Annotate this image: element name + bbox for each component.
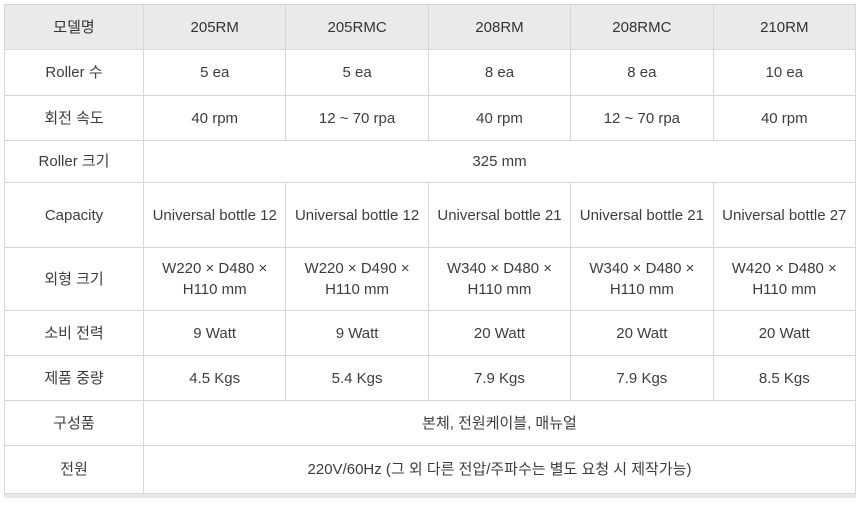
spec-cell: 10 ea [712, 49, 857, 96]
spec-cell: 8.5 Kgs [712, 355, 857, 401]
column-header-label: 모델명 [4, 4, 144, 50]
spec-cell-span: 220V/60Hz (그 외 다른 전압/주파수는 별도 요청 시 제작가능) [143, 445, 856, 494]
spec-table: 모델명 205RM 205RMC 208RM 208RMC 210RM Roll… [4, 4, 857, 494]
table-row-roller-size: Roller 크기 325 mm [4, 140, 856, 183]
spec-cell: 5 ea [142, 49, 287, 96]
spec-cell: 9 Watt [142, 310, 287, 356]
spec-cell: Universal bottle 21 [427, 182, 572, 248]
spec-cell: 8 ea [427, 49, 572, 96]
spec-cell: 20 Watt [712, 310, 857, 356]
header-row: 모델명 205RM 205RMC 208RM 208RMC 210RM [4, 4, 857, 50]
spec-cell: Universal bottle 12 [142, 182, 287, 248]
column-header-208rm: 208RM [427, 4, 572, 50]
spec-cell: 40 rpm [427, 95, 572, 141]
table-row-rotation-speed: 회전 속도 40 rpm 12 ~ 70 rpa 40 rpm 12 ~ 70 … [4, 95, 857, 141]
spec-cell: 20 Watt [570, 310, 714, 356]
table-row-components: 구성품 본체, 전원케이블, 매뉴얼 [4, 400, 856, 446]
spec-cell-span: 본체, 전원케이블, 매뉴얼 [143, 400, 856, 446]
spec-cell-span: 325 mm [143, 140, 856, 183]
spec-cell: 9 Watt [285, 310, 429, 356]
row-label: 구성품 [4, 400, 144, 446]
spec-cell: 7.9 Kgs [427, 355, 572, 401]
spec-cell: 5.4 Kgs [285, 355, 429, 401]
row-label: Roller 수 [4, 49, 144, 96]
column-header-205rmc: 205RMC [285, 4, 429, 50]
spec-cell: 40 rpm [142, 95, 287, 141]
row-label: Capacity [4, 182, 144, 248]
spec-cell: Universal bottle 27 [712, 182, 857, 248]
table-row-weight: 제품 중량 4.5 Kgs 5.4 Kgs 7.9 Kgs 7.9 Kgs 8.… [4, 355, 857, 401]
spec-cell: 40 rpm [712, 95, 857, 141]
spec-table-wrapper: 모델명 205RM 205RMC 208RM 208RMC 210RM Roll… [4, 4, 857, 498]
row-label: 제품 중량 [4, 355, 144, 401]
column-header-205rm: 205RM [142, 4, 287, 50]
spec-cell: 7.9 Kgs [570, 355, 714, 401]
table-row-roller-count: Roller 수 5 ea 5 ea 8 ea 8 ea 10 ea [4, 49, 857, 96]
spec-cell: 8 ea [570, 49, 714, 96]
column-header-208rmc: 208RMC [570, 4, 714, 50]
row-label: 외형 크기 [4, 247, 144, 311]
row-label: Roller 크기 [4, 140, 144, 183]
spec-cell: 20 Watt [427, 310, 572, 356]
spec-cell: W220 × D490 × H110 mm [285, 247, 429, 311]
spec-cell: 5 ea [285, 49, 429, 96]
row-label: 소비 전력 [4, 310, 144, 356]
spec-cell: W340 × D480 × H110 mm [427, 247, 572, 311]
spec-cell: W340 × D480 × H110 mm [570, 247, 714, 311]
spec-cell: 12 ~ 70 rpa [285, 95, 429, 141]
spec-cell: 4.5 Kgs [142, 355, 287, 401]
spec-cell: Universal bottle 21 [570, 182, 714, 248]
spec-cell: W420 × D480 × H110 mm [712, 247, 857, 311]
table-row-power-source: 전원 220V/60Hz (그 외 다른 전압/주파수는 별도 요청 시 제작가… [4, 445, 856, 494]
row-label: 회전 속도 [4, 95, 144, 141]
table-row-dimensions: 외형 크기 W220 × D480 × H110 mm W220 × D490 … [4, 247, 857, 311]
table-row-power-consumption: 소비 전력 9 Watt 9 Watt 20 Watt 20 Watt 20 W… [4, 310, 857, 356]
table-row-capacity: Capacity Universal bottle 12 Universal b… [4, 182, 857, 248]
spec-cell: W220 × D480 × H110 mm [142, 247, 287, 311]
row-label: 전원 [4, 445, 144, 494]
column-header-210rm: 210RM [712, 4, 857, 50]
spec-cell: Universal bottle 12 [285, 182, 429, 248]
spec-cell: 12 ~ 70 rpa [570, 95, 714, 141]
